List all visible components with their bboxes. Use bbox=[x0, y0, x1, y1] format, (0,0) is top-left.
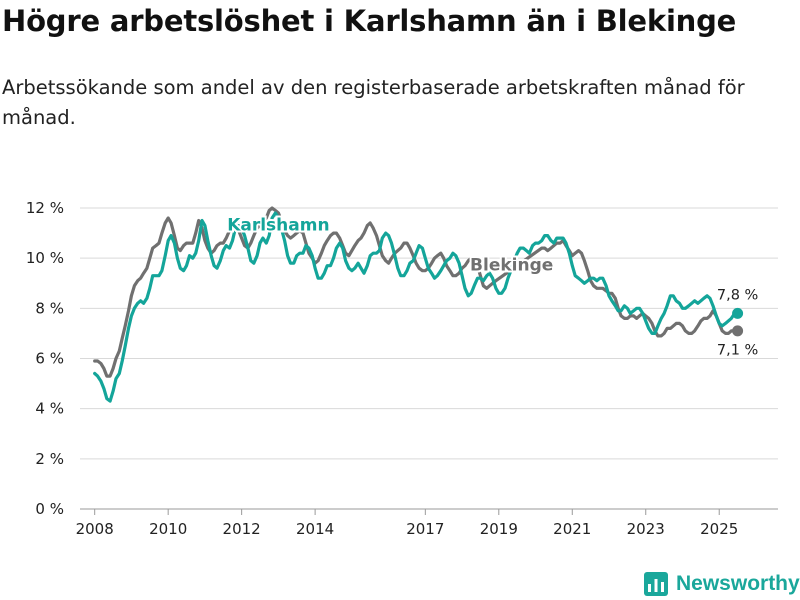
x-tick-label: 2012 bbox=[223, 520, 261, 538]
y-tick-label: 4 % bbox=[35, 400, 64, 418]
end-point-karlshamn bbox=[732, 307, 744, 319]
end-point-blekinge bbox=[732, 325, 744, 337]
x-tick-label: 2023 bbox=[627, 520, 665, 538]
x-tick-label: 2010 bbox=[149, 520, 187, 538]
series-line-karlshamn bbox=[93, 211, 740, 403]
brand-name: Newsworthy bbox=[676, 572, 800, 595]
x-tick-label: 2017 bbox=[406, 520, 444, 538]
series-label-karlshamn: Karlshamn bbox=[227, 216, 329, 236]
y-tick-label: 0 % bbox=[35, 500, 64, 518]
y-tick-label: 10 % bbox=[26, 249, 64, 267]
y-tick-label: 8 % bbox=[35, 299, 64, 317]
x-tick-label: 2014 bbox=[296, 520, 334, 538]
x-tick-label: 2025 bbox=[700, 520, 738, 538]
series-label-blekinge: Blekinge bbox=[470, 256, 553, 276]
y-tick-label: 2 % bbox=[35, 450, 64, 468]
series-line-blekinge bbox=[93, 206, 740, 378]
y-tick-label: 6 % bbox=[35, 350, 64, 368]
chart-subtitle: Arbetssökande som andel av den registerb… bbox=[2, 76, 745, 129]
end-value-label-karlshamn: 7,8 % bbox=[717, 288, 758, 304]
chart-title: Högre arbetslöshet i Karlshamn än i Blek… bbox=[2, 4, 737, 38]
end-value-label-blekinge: 7,1 % bbox=[717, 343, 758, 359]
x-tick-label: 2019 bbox=[480, 520, 518, 538]
brand-logo[interactable]: Newsworthy bbox=[644, 570, 800, 598]
x-tick-label: 2021 bbox=[553, 520, 591, 538]
x-tick-label: 2008 bbox=[76, 520, 114, 538]
newsworthy-logo-icon bbox=[644, 572, 668, 596]
y-tick-label: 12 % bbox=[26, 199, 64, 217]
